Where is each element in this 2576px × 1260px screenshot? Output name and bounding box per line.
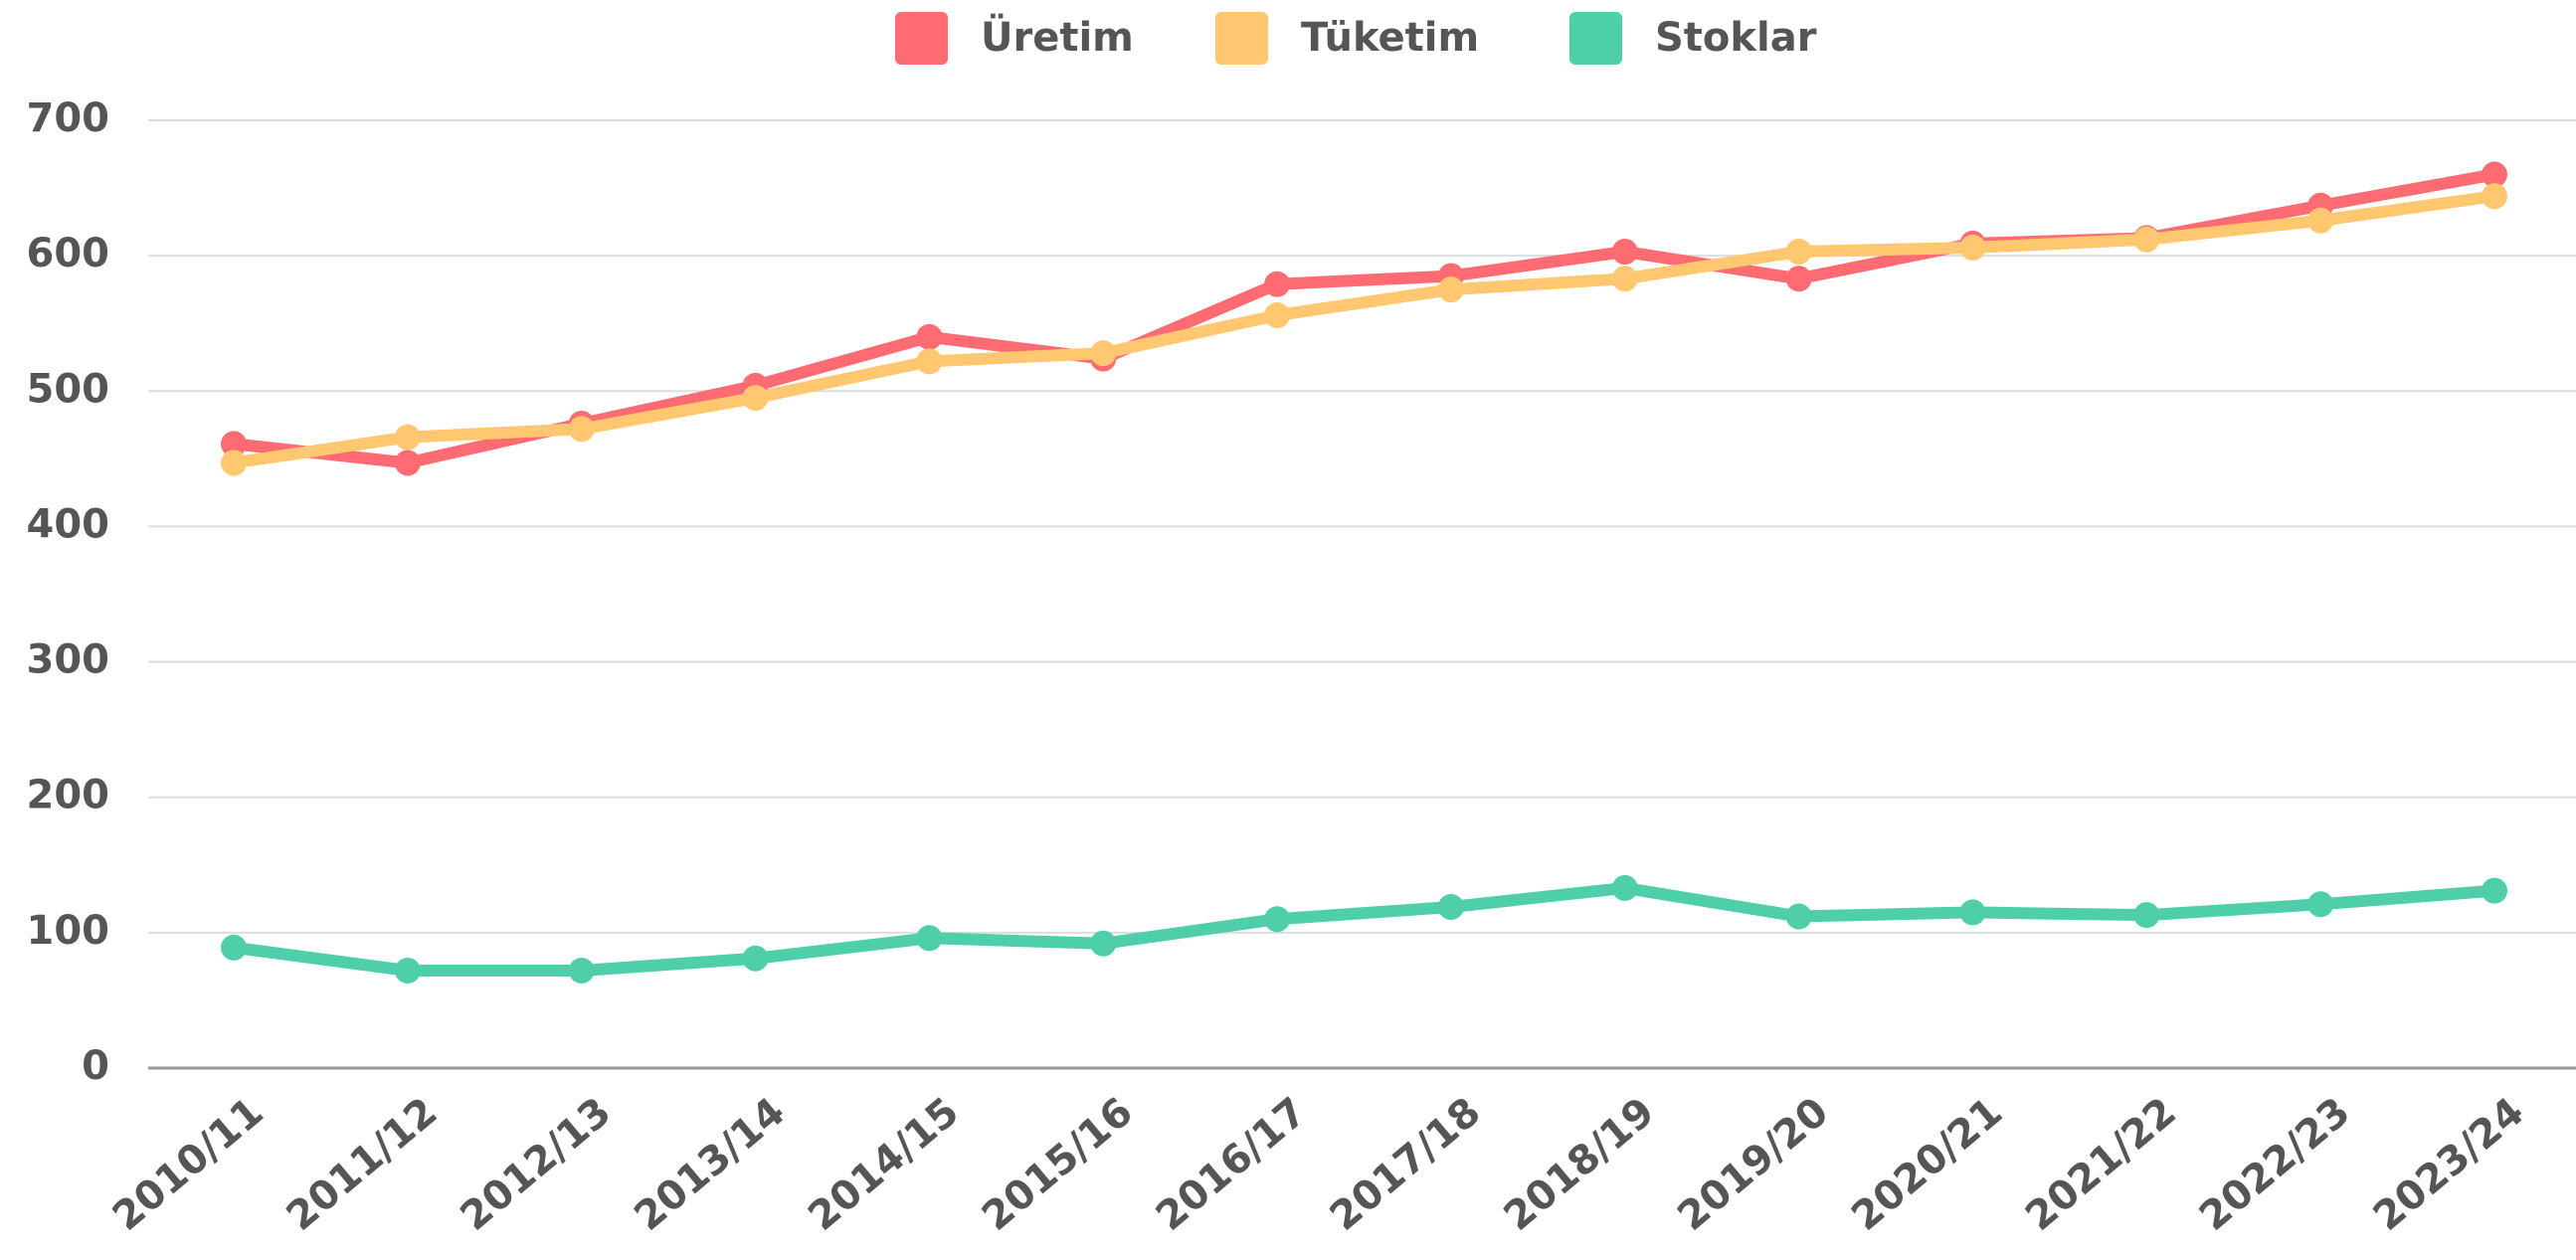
- data-point: [221, 450, 247, 476]
- data-point: [1264, 906, 1291, 933]
- y-tick-label: 0: [82, 1043, 109, 1089]
- data-point: [568, 416, 595, 443]
- x-tick-label: 2010/11: [104, 1089, 273, 1240]
- data-point: [394, 424, 421, 450]
- data-point: [916, 323, 943, 350]
- x-tick-label: 2016/17: [1148, 1089, 1316, 1240]
- data-point: [394, 957, 421, 984]
- series-line: [233, 881, 2495, 977]
- x-tick-label: 2011/12: [278, 1089, 447, 1240]
- data-point: [2133, 902, 2160, 929]
- data-point: [1437, 893, 1464, 920]
- data-point: [1785, 239, 1812, 266]
- data-point: [1959, 899, 1986, 926]
- x-tick-label: 2014/15: [800, 1089, 968, 1240]
- x-tick-label: 2015/16: [974, 1089, 1142, 1240]
- x-tick-label: 2012/13: [453, 1089, 621, 1240]
- data-point: [1785, 903, 1812, 930]
- data-point: [1611, 239, 1638, 266]
- legend-label: Üretim: [981, 13, 1134, 61]
- data-point: [2482, 877, 2507, 904]
- y-tick-label: 400: [27, 501, 110, 547]
- data-point: [916, 348, 943, 375]
- legend-label: Stoklar: [1655, 15, 1817, 61]
- y-tick-label: 200: [27, 773, 110, 818]
- data-point: [1959, 234, 1986, 261]
- y-tick-label: 300: [27, 637, 110, 683]
- legend-label: Tüketim: [1301, 15, 1479, 61]
- data-point: [742, 945, 769, 972]
- data-point: [1090, 340, 1117, 367]
- data-point: [916, 925, 943, 952]
- x-tick-label: 2019/20: [1669, 1089, 1837, 1240]
- x-tick-label: 2022/23: [2191, 1089, 2359, 1240]
- data-point: [2482, 183, 2507, 210]
- y-tick-label: 100: [27, 908, 110, 954]
- x-tick-label: 2021/22: [2017, 1089, 2185, 1240]
- data-point: [2482, 161, 2507, 188]
- legend-swatch: [1569, 12, 1622, 65]
- data-point: [2133, 226, 2160, 253]
- data-point: [1611, 266, 1638, 292]
- data-point: [742, 385, 769, 412]
- data-point: [1611, 874, 1638, 901]
- data-point: [1264, 270, 1291, 297]
- data-point: [1785, 266, 1812, 292]
- y-tick-label: 600: [27, 231, 110, 276]
- data-point: [221, 934, 247, 961]
- data-point: [1264, 302, 1291, 329]
- x-tick-label: 2017/18: [1322, 1089, 1490, 1240]
- data-point: [2307, 891, 2334, 918]
- legend-swatch: [895, 12, 948, 65]
- x-tick-label: 2023/24: [2365, 1089, 2533, 1240]
- legend-swatch: [1215, 12, 1268, 65]
- y-tick-label: 500: [27, 366, 110, 412]
- series-line: [233, 190, 2495, 469]
- x-tick-label: 2018/19: [1496, 1089, 1664, 1240]
- data-point: [1090, 930, 1117, 957]
- data-point: [221, 431, 247, 457]
- data-point: [568, 957, 595, 984]
- x-tick-label: 2013/14: [626, 1089, 794, 1240]
- x-tick-label: 2020/21: [1843, 1089, 2011, 1240]
- data-point: [2307, 207, 2334, 234]
- data-point: [1437, 276, 1464, 303]
- data-point: [394, 450, 421, 476]
- y-tick-label: 700: [27, 95, 110, 141]
